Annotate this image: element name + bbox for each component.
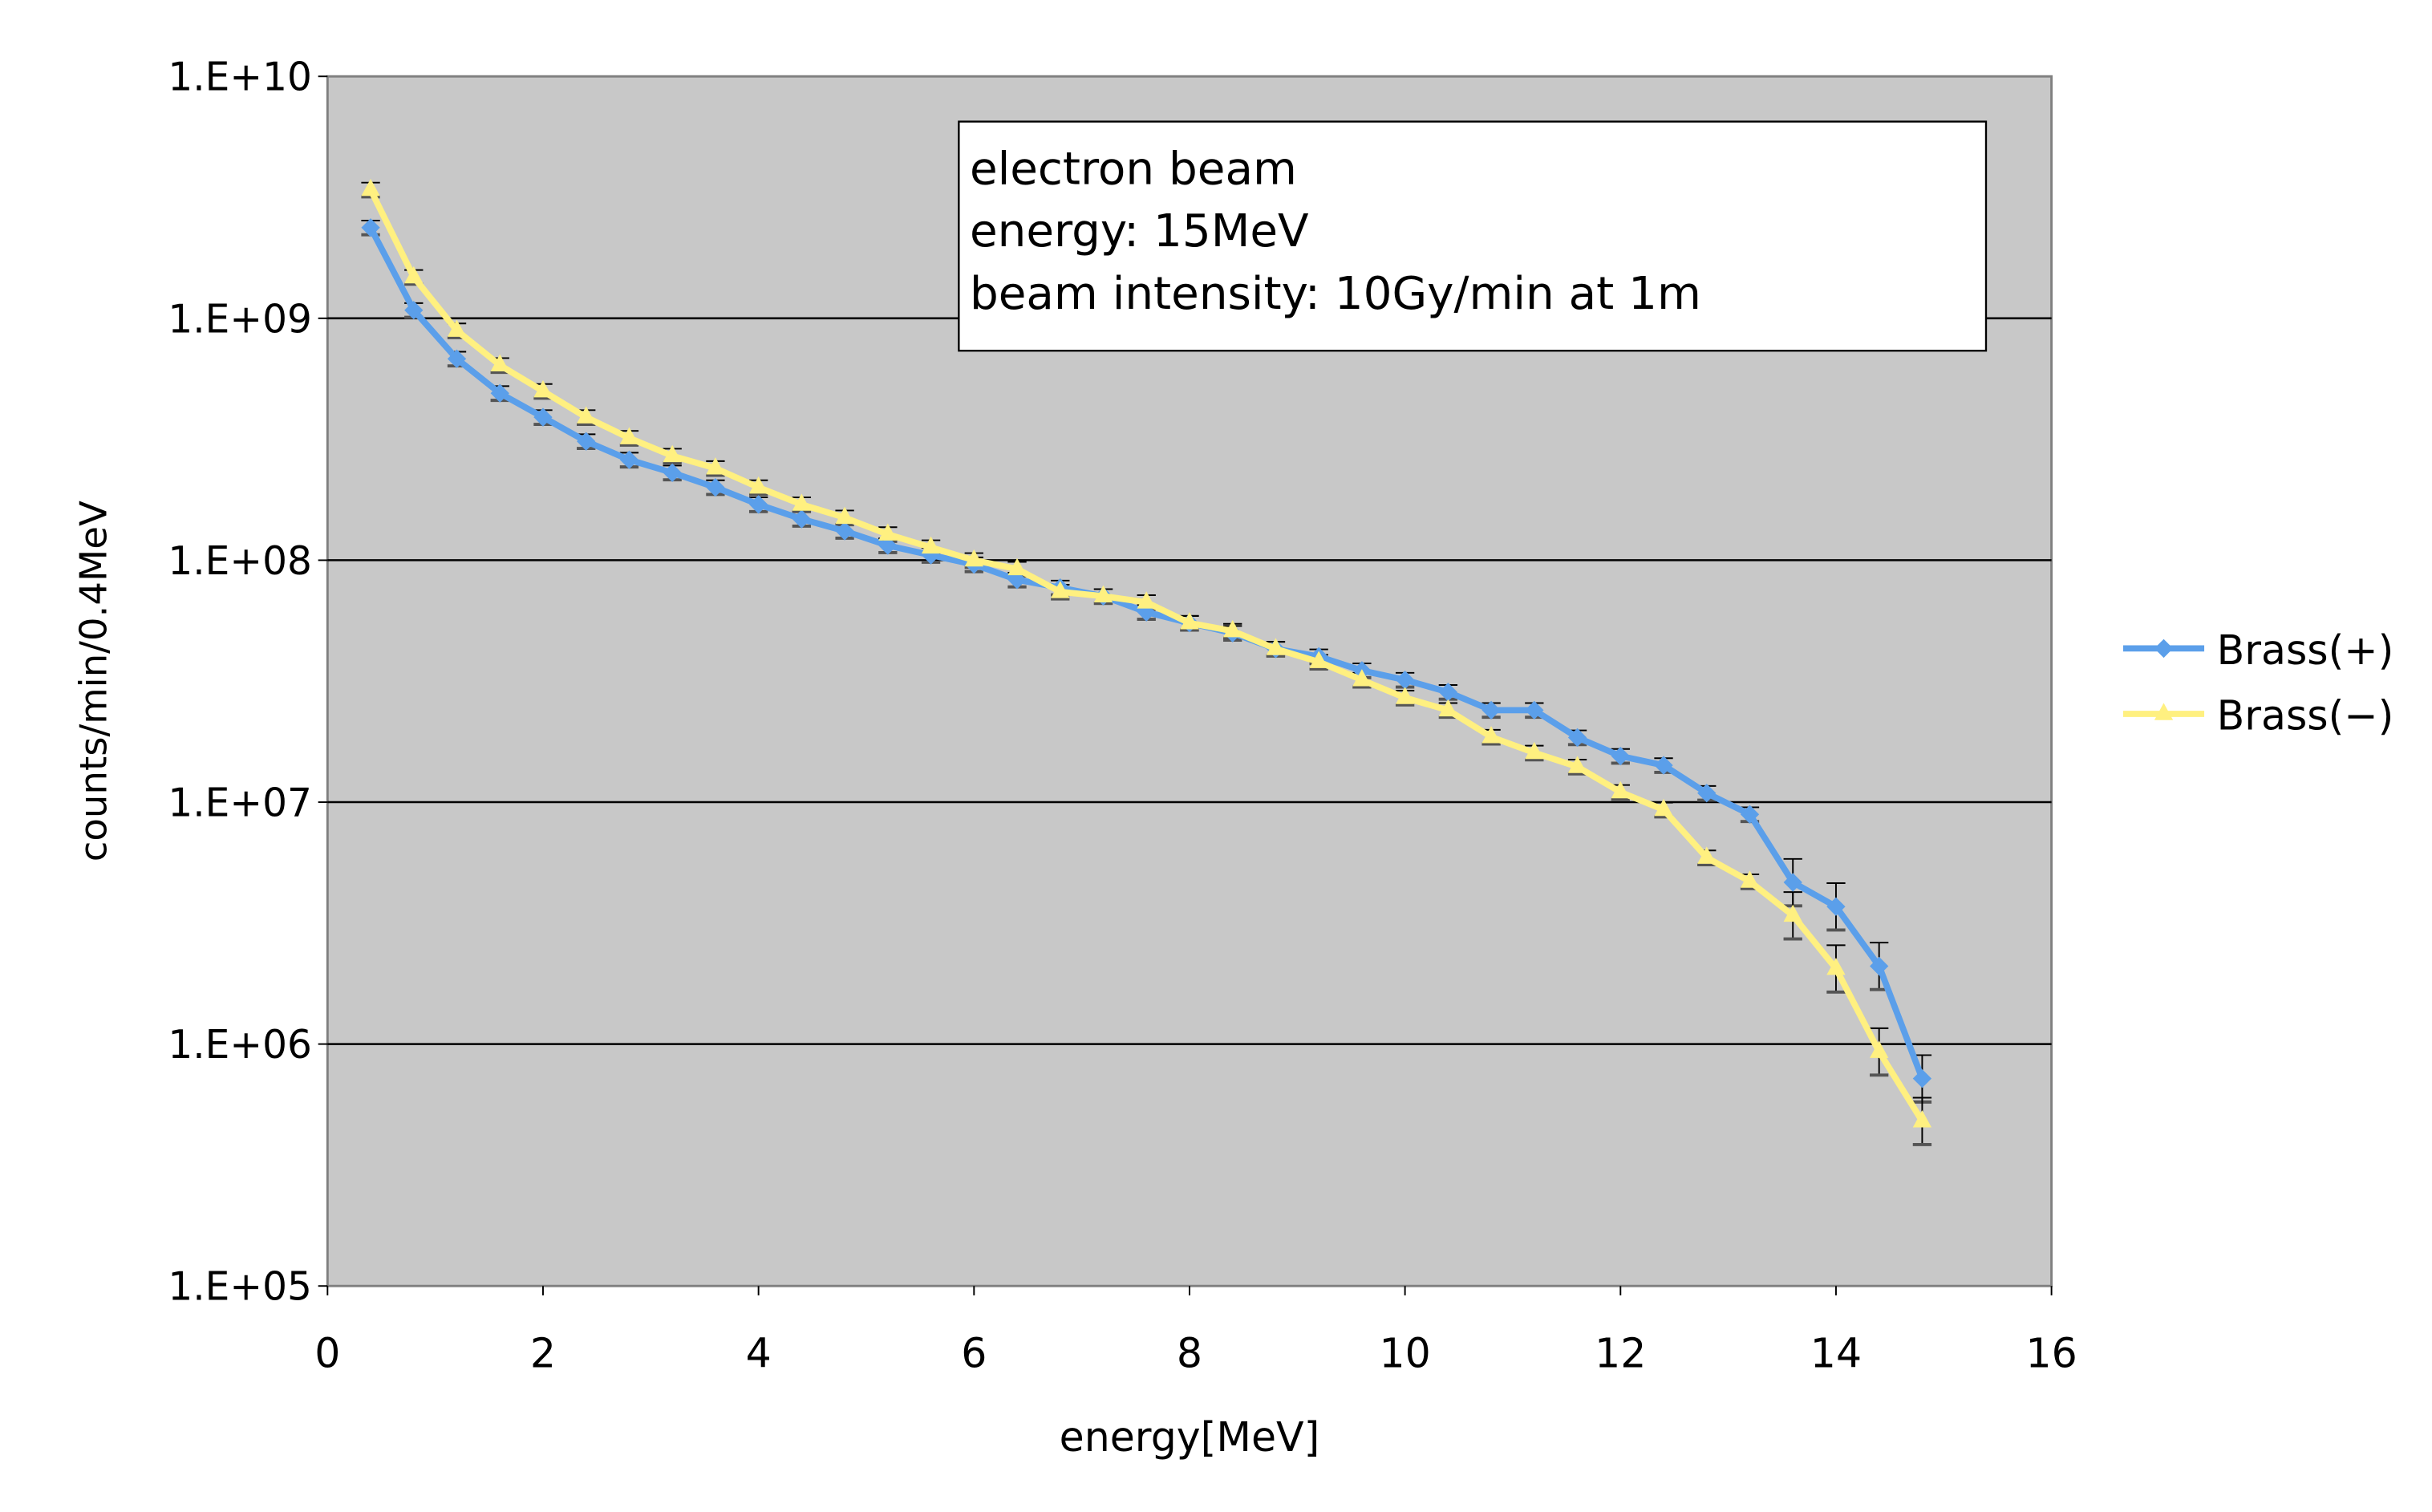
data-point [1783,904,1802,922]
data-point [490,354,509,372]
data-point [404,301,424,320]
y-axis-label: counts/min/0.4MeV [71,501,115,861]
data-point [577,406,596,424]
data-point [835,521,854,541]
annotation-line: beam intensity: 10Gy/min at 1m [970,268,1701,320]
legend: Brass(+) Brass(−) [2123,626,2393,739]
x-tick-label: 8 [1177,1329,1202,1376]
x-tick-label: 10 [1379,1329,1430,1376]
x-axis-label: energy[MeV] [1060,1413,1320,1461]
data-point [1826,957,1846,975]
y-tick-label: 1.E+06 [168,1023,312,1068]
data-point [1697,784,1717,803]
data-point [1697,846,1717,864]
legend-entry-brass-plus: Brass(+) [2123,626,2393,674]
data-point [1611,746,1630,766]
x-tick-label: 4 [746,1329,772,1376]
y-tick-label: 1.E+08 [168,539,312,584]
data-point [1912,1068,1932,1088]
data-point [1180,612,1199,630]
data-point [447,349,467,368]
data-point [1525,741,1544,760]
data-point [748,476,768,494]
data-point [1352,669,1372,687]
data-point [619,427,639,444]
data-point [361,178,380,197]
legend-entry-brass-minus: Brass(−) [2123,691,2393,739]
legend-label: Brass(+) [2217,626,2394,674]
annotation-line: electron beam [970,143,1297,195]
legend-label: Brass(−) [2217,691,2394,739]
annotation-box: electron beam energy: 15MeV beam intensi… [958,120,1988,352]
data-point [706,457,725,475]
x-tick-label: 14 [1810,1329,1862,1376]
data-point [1912,1110,1932,1128]
data-point [878,523,898,541]
data-point [1309,651,1328,668]
data-point [1481,726,1501,744]
data-point [533,407,553,427]
y-tick-label: 1.E+05 [168,1265,312,1310]
data-point [835,506,854,525]
data-point [1740,870,1760,888]
data-point [1567,756,1587,773]
data-point [1395,687,1415,704]
data-point [663,463,682,482]
data-point [792,493,812,511]
data-point [1223,620,1242,638]
x-tick-label: 0 [314,1329,340,1376]
data-point [1007,557,1027,576]
data-point [1051,581,1070,598]
x-tick-label: 12 [1595,1329,1646,1376]
data-point [533,380,553,398]
data-point [792,509,812,529]
y-tick-label: 1.E+10 [168,55,312,100]
annotation-line: energy: 15MeV [970,205,1309,257]
data-point [1137,591,1156,609]
data-point [964,549,983,567]
y-tick-label: 1.E+07 [168,781,312,826]
data-point [706,477,725,497]
data-point [490,383,509,403]
x-tick-label: 16 [2025,1329,2077,1376]
y-tick-label: 1.E+09 [168,297,312,342]
data-point [663,444,682,463]
data-point [619,450,639,469]
data-point [1093,585,1113,603]
triangle-marker-icon [2154,703,2174,720]
data-point [1611,780,1630,799]
data-point [1395,671,1415,690]
data-point [404,266,424,284]
x-tick-label: 6 [961,1329,987,1376]
diamond-marker-icon [2154,638,2174,659]
data-point [1438,699,1458,717]
x-tick-label: 2 [530,1329,556,1376]
data-point [921,536,941,554]
data-point [1654,798,1673,817]
data-point [1266,638,1286,655]
data-point [577,432,596,451]
data-point [447,319,467,337]
data-point [1870,1040,1889,1058]
